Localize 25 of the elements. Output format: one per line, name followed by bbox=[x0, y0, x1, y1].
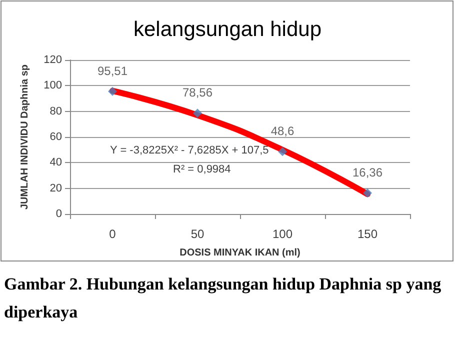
x-tick-label: 50 bbox=[190, 227, 204, 241]
x-tick-label: 100 bbox=[272, 227, 293, 241]
annotation: R² = 0,9984 bbox=[173, 164, 231, 176]
x-axis-title: DOSIS MINYAK IKAN (ml) bbox=[180, 248, 300, 258]
x-tick-label: 0 bbox=[109, 227, 116, 241]
y-tick-label: 120 bbox=[44, 54, 62, 66]
data-label: 48,6 bbox=[270, 124, 294, 138]
x-tick-label: 150 bbox=[357, 227, 378, 241]
data-label: 78,56 bbox=[182, 86, 213, 100]
data-label: 16,36 bbox=[352, 166, 383, 180]
y-tick-label: 80 bbox=[50, 105, 62, 118]
y-tick-label: 20 bbox=[50, 182, 62, 194]
point bbox=[193, 108, 202, 118]
text: Gambar 2. Hubungan kelangsungan hidup Daphnia sp yang diperkaya bbox=[4, 274, 446, 322]
y-axis-title: JUMLAH INDIVIDU Daphnia sp bbox=[20, 64, 30, 210]
point bbox=[363, 188, 372, 198]
y-tick-label: 40 bbox=[50, 156, 62, 169]
point bbox=[108, 86, 117, 96]
y-tick-label: 0 bbox=[56, 208, 62, 220]
y-tick-label: 60 bbox=[50, 131, 62, 143]
point bbox=[278, 147, 287, 156]
annotation: Y = -3,8225X² - 7,6285X + 107,5 bbox=[110, 144, 269, 156]
y-tick-label: 100 bbox=[44, 80, 62, 92]
chart-title: kelangsungan hidup bbox=[134, 18, 322, 41]
data-label: 95,51 bbox=[97, 64, 128, 78]
